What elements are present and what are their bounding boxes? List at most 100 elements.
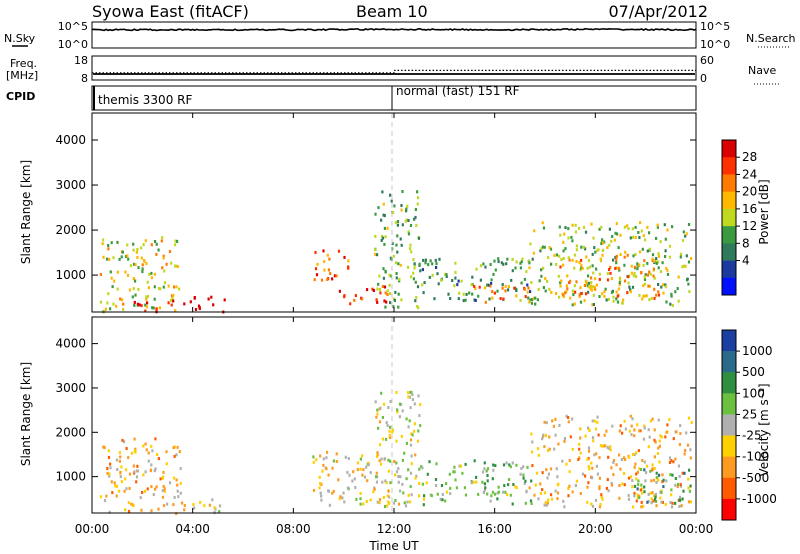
heatmap-cell [329, 272, 332, 276]
heatmap-cell [657, 266, 660, 270]
heatmap-cell [629, 290, 632, 294]
heatmap-cell [571, 417, 574, 421]
heatmap-cell [632, 505, 635, 509]
heatmap-cell [414, 476, 417, 480]
heatmap-cell [594, 277, 597, 281]
heatmap-cell [668, 418, 671, 422]
heatmap-cell [417, 394, 420, 398]
heatmap-cell [647, 499, 650, 503]
heatmap-cell [386, 226, 389, 230]
power-colorbar-label: Power [dB] [757, 179, 771, 244]
heatmap-cell [670, 292, 673, 296]
heatmap-cell [547, 449, 550, 453]
heatmap-cell [162, 254, 165, 258]
heatmap-cell [379, 462, 383, 466]
heatmap-cell [178, 450, 181, 454]
heatmap-cell [520, 281, 523, 285]
heatmap-cell [664, 435, 667, 439]
heatmap-cell [648, 231, 651, 235]
heatmap-cell [659, 240, 662, 244]
heatmap-cell [115, 494, 118, 498]
heatmap-cell [615, 222, 618, 226]
heatmap-cell [405, 207, 408, 211]
heatmap-cell [610, 277, 613, 280]
heatmap-cell [183, 302, 186, 306]
heatmap-cell [435, 462, 438, 466]
heatmap-cell [359, 502, 362, 506]
colorbar-tick-label: 1000 [742, 344, 773, 358]
heatmap-cell [512, 483, 515, 486]
heatmap-cell [162, 285, 165, 289]
heatmap-cell [628, 455, 631, 459]
heatmap-cell [655, 261, 658, 265]
heatmap-cell [343, 500, 346, 504]
heatmap-cell [194, 308, 198, 311]
heatmap-cell [616, 294, 619, 298]
heatmap-cell [584, 474, 587, 478]
heatmap-cell [326, 278, 329, 281]
heatmap-cell [361, 473, 364, 477]
heatmap-cell [474, 287, 477, 291]
heatmap-cell [135, 475, 139, 479]
heatmap-cell [414, 215, 417, 219]
colorbar-tick-label: 4 [742, 254, 750, 268]
heatmap-cell [502, 262, 505, 266]
heatmap-cell [679, 252, 683, 256]
heatmap-cell [386, 504, 389, 508]
heatmap-cell [534, 296, 537, 300]
heatmap-cell [600, 242, 603, 246]
heatmap-cell [150, 444, 153, 448]
heatmap-cell [643, 278, 647, 281]
heatmap-cell [655, 504, 658, 508]
heatmap-cell [660, 435, 663, 439]
y-tick-label: 2000 [55, 223, 86, 237]
heatmap-cell [409, 443, 412, 447]
heatmap-cell [587, 481, 590, 485]
heatmap-cell [658, 444, 661, 448]
heatmap-cell [637, 483, 640, 487]
heatmap-cell [579, 268, 582, 272]
heatmap-cell [482, 491, 485, 494]
heatmap-cell [181, 501, 184, 505]
heatmap-cell [598, 487, 601, 491]
heatmap-cell [572, 293, 575, 297]
heatmap-cell [637, 449, 640, 453]
heatmap-cell [396, 410, 399, 414]
heatmap-cell [418, 494, 421, 498]
heatmap-cell [551, 419, 554, 423]
heatmap-cell [389, 256, 392, 260]
heatmap-cell [337, 249, 341, 253]
heatmap-cell [144, 470, 147, 474]
heatmap-cell [615, 463, 618, 467]
heatmap-cell [649, 272, 652, 276]
heatmap-cell [396, 234, 399, 238]
heatmap-cell [579, 286, 582, 290]
heatmap-cell [586, 266, 589, 270]
heatmap-cell [584, 292, 588, 296]
heatmap-cell [511, 502, 514, 506]
heatmap-cell [653, 276, 656, 280]
heatmap-cell [584, 247, 587, 251]
heatmap-cell [653, 494, 656, 498]
heatmap-cell [102, 255, 105, 259]
heatmap-cell [651, 257, 654, 261]
heatmap-cell [147, 286, 150, 290]
heatmap-cell [167, 284, 170, 288]
heatmap-cell [571, 258, 574, 262]
heatmap-cell [580, 266, 583, 270]
heatmap-cell [149, 468, 152, 472]
heatmap-cell [410, 493, 413, 497]
heatmap-cell [587, 449, 591, 453]
heatmap-cell [664, 285, 668, 289]
heatmap-cell [384, 437, 388, 441]
heatmap-cell [587, 281, 590, 285]
heatmap-cell [127, 501, 130, 505]
heatmap-cell [508, 478, 511, 481]
heatmap-cell [384, 479, 387, 483]
heatmap-cell [613, 238, 616, 242]
heatmap-cell [421, 283, 424, 287]
heatmap-cell [163, 487, 166, 491]
heatmap-cell [327, 268, 330, 272]
heatmap-cell [545, 503, 548, 507]
heatmap-cell [578, 447, 581, 451]
